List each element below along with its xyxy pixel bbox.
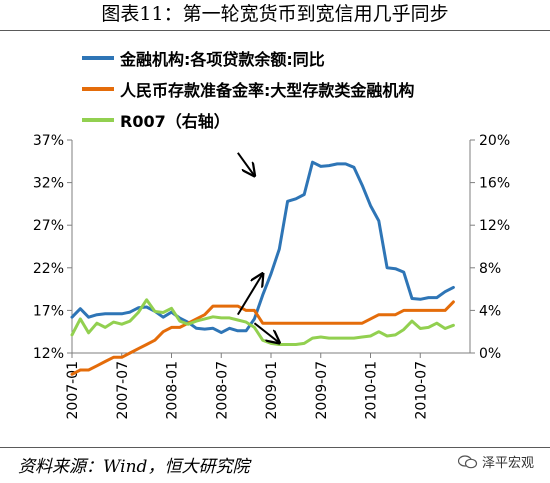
title-rule [0, 30, 550, 31]
legend: 金融机构:各项贷款余额:同比 人民币存款准备金率:大型存款类金融机构 R007（… [82, 42, 414, 135]
watermark-text: 泽平宏观 [481, 456, 534, 471]
x-tick-label: 2007-01 [65, 361, 81, 420]
series-line-loans [70, 160, 455, 335]
left-tick-label: 37% [33, 133, 64, 149]
right-tick-label: 8% [479, 261, 501, 277]
left-tick-label: 32% [33, 176, 64, 192]
left-tick-label: 17% [33, 303, 64, 319]
footer-rule [0, 447, 550, 448]
right-tick-label: 16% [479, 176, 510, 192]
annotation-arrow-2 [236, 274, 263, 316]
series-layer [70, 160, 455, 376]
series-line-r007 [70, 298, 455, 346]
x-tick-label: 2009-07 [314, 361, 330, 420]
left-tick-label: 27% [33, 218, 64, 234]
legend-swatch-r007 [82, 117, 114, 122]
legend-label-r007: R007（右轴） [120, 111, 230, 131]
x-tick-label: 2008-07 [214, 361, 230, 420]
axes: 37% 32% 27% 22% 17% 12% 20% 16% 12% 8% 4% 0% 2007-01… [33, 133, 510, 420]
left-tick-label: 12% [33, 346, 64, 362]
right-tick-label: 20% [479, 133, 510, 149]
legend-item-loans: 金融机构:各项贷款余额:同比 [82, 42, 414, 73]
x-tick-label: 2009-01 [264, 361, 280, 420]
legend-swatch-rrr [82, 86, 114, 91]
legend-label-loans: 金融机构:各项贷款余额:同比 [120, 49, 325, 69]
watermark: 泽平宏观 [457, 452, 534, 471]
x-tick-label: 2007-07 [115, 361, 131, 420]
series-line-rrr [70, 300, 455, 376]
legend-label-rrr: 人民币存款准备金率:大型存款类金融机构 [120, 80, 415, 100]
annotation-arrow-1 [237, 152, 255, 176]
figure-title: 图表11：第一轮宽货币到宽信用几乎同步 [101, 3, 449, 25]
x-tick-label: 2008-01 [165, 361, 181, 420]
annotation-arrow-3 [253, 322, 279, 343]
legend-swatch-loans [82, 55, 114, 60]
right-tick-label: 0% [479, 346, 501, 362]
wechat-icon [457, 454, 478, 468]
x-tick-label: 2010-07 [413, 361, 429, 420]
source-note: 资料来源：Wind，恒大研究院 [18, 457, 250, 477]
left-tick-label: 22% [33, 261, 64, 277]
right-tick-label: 4% [479, 303, 501, 319]
x-tick-label: 2010-01 [364, 361, 380, 420]
annotation-layer [236, 152, 279, 343]
legend-item-r007: R007（右轴） [82, 104, 414, 135]
legend-item-rrr: 人民币存款准备金率:大型存款类金融机构 [82, 73, 414, 104]
right-tick-label: 12% [479, 218, 510, 234]
